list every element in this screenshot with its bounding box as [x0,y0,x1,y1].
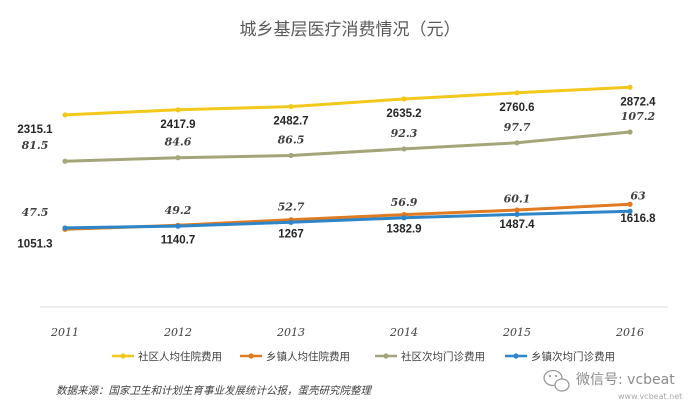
x-tick-label: 2015 [502,326,531,339]
legend-item: 社区人均住院费用 [112,350,222,363]
x-tick-label: 2013 [276,326,305,339]
x-tick-label: 2016 [615,326,644,339]
data-point [62,158,68,164]
series-line [63,130,632,163]
data-point [401,146,407,152]
x-tick-label: 2014 [389,326,418,339]
legend-item: 乡镇次均门诊费用 [505,350,615,363]
legend-label: 乡镇人均住院费用 [266,350,350,363]
x-tick-label: 2012 [163,326,192,339]
data-point [401,96,407,102]
watermark: 微信号: vcbeat www.vcbeat.net [543,369,682,401]
data-label: 2872.4 [620,96,656,108]
data-label: 92.3 [391,127,418,140]
data-label: 63 [630,189,646,202]
series-1: 2315.1 2417.9 2482.7 2635.2 2760.6 2872.4 [17,84,656,136]
data-label: 1487.4 [499,219,535,231]
series-line [63,209,632,230]
series-4: 47.5 49.2 52.7 56.9 60.1 63 [22,189,646,231]
data-label: 1267 [278,229,304,241]
data-point [627,201,633,207]
data-point [288,152,294,159]
data-label: 86.5 [278,134,305,147]
data-point [175,155,181,161]
source-note: 数据来源：国家卫生和计划生育事业发展统计公报，蛋壳研究院整理 [56,385,372,397]
data-label: 2417.9 [160,119,195,131]
data-point [401,215,407,221]
data-label: 56.9 [391,196,418,209]
data-point [175,107,181,113]
data-point [627,129,633,135]
series-3: 81.5 84.6 86.5 92.3 97.7 107.2 [22,110,656,164]
data-label: 1382.9 [386,224,421,236]
x-axis-ticks: 2011 2012 2013 2014 2015 2016 [50,326,644,339]
legend-item: 社区次均门诊费用 [375,350,485,363]
data-label: 1616.8 [620,213,656,225]
data-point [627,208,633,214]
data-label: 52.7 [278,200,305,213]
legend-label: 乡镇次均门诊费用 [531,350,615,363]
data-label: 81.5 [22,139,49,152]
data-label: 2482.7 [273,116,308,128]
data-point [288,219,294,225]
data-label: 47.5 [22,206,49,219]
data-label: 1051.3 [17,238,52,250]
series-line [63,85,632,117]
legend-item: 乡镇人均住院费用 [240,350,350,363]
legend-marker [383,353,389,359]
legend-label: 社区人均住院费用 [138,350,222,363]
legend-marker [513,353,519,359]
data-label: 49.2 [165,204,192,217]
watermark-url: www.vcbeat.net [618,392,682,401]
watermark-text: 微信号: vcbeat [576,372,675,388]
legend-label: 社区次均门诊费用 [401,350,485,363]
legend: 社区人均住院费用 乡镇人均住院费用 社区次均门诊费用 乡镇次均门诊费用 [112,350,615,363]
data-label: 107.2 [621,110,656,123]
series-layer: 2315.1 2417.9 2482.7 2635.2 2760.6 2872.4 1051… [17,84,656,250]
data-label: 60.1 [504,192,531,205]
data-label: 1140.7 [161,234,196,246]
data-label: 2760.6 [499,102,534,114]
data-point [175,223,181,229]
data-point [514,140,520,146]
data-point [514,90,520,96]
wechat-icon [543,369,570,392]
data-point [62,225,68,231]
legend-marker [248,353,254,359]
data-point [627,84,633,90]
legend-marker [120,353,126,359]
data-point [514,211,520,217]
data-label: 97.7 [504,121,531,134]
data-point [62,112,68,118]
data-label: 84.6 [165,136,192,149]
data-point [288,103,294,110]
data-label: 2315.1 [17,124,53,136]
chart-title: 城乡基层医疗消费情况（元） [240,20,461,40]
data-point [514,207,520,213]
x-tick-label: 2011 [50,326,79,339]
data-label: 2635.2 [386,108,421,120]
